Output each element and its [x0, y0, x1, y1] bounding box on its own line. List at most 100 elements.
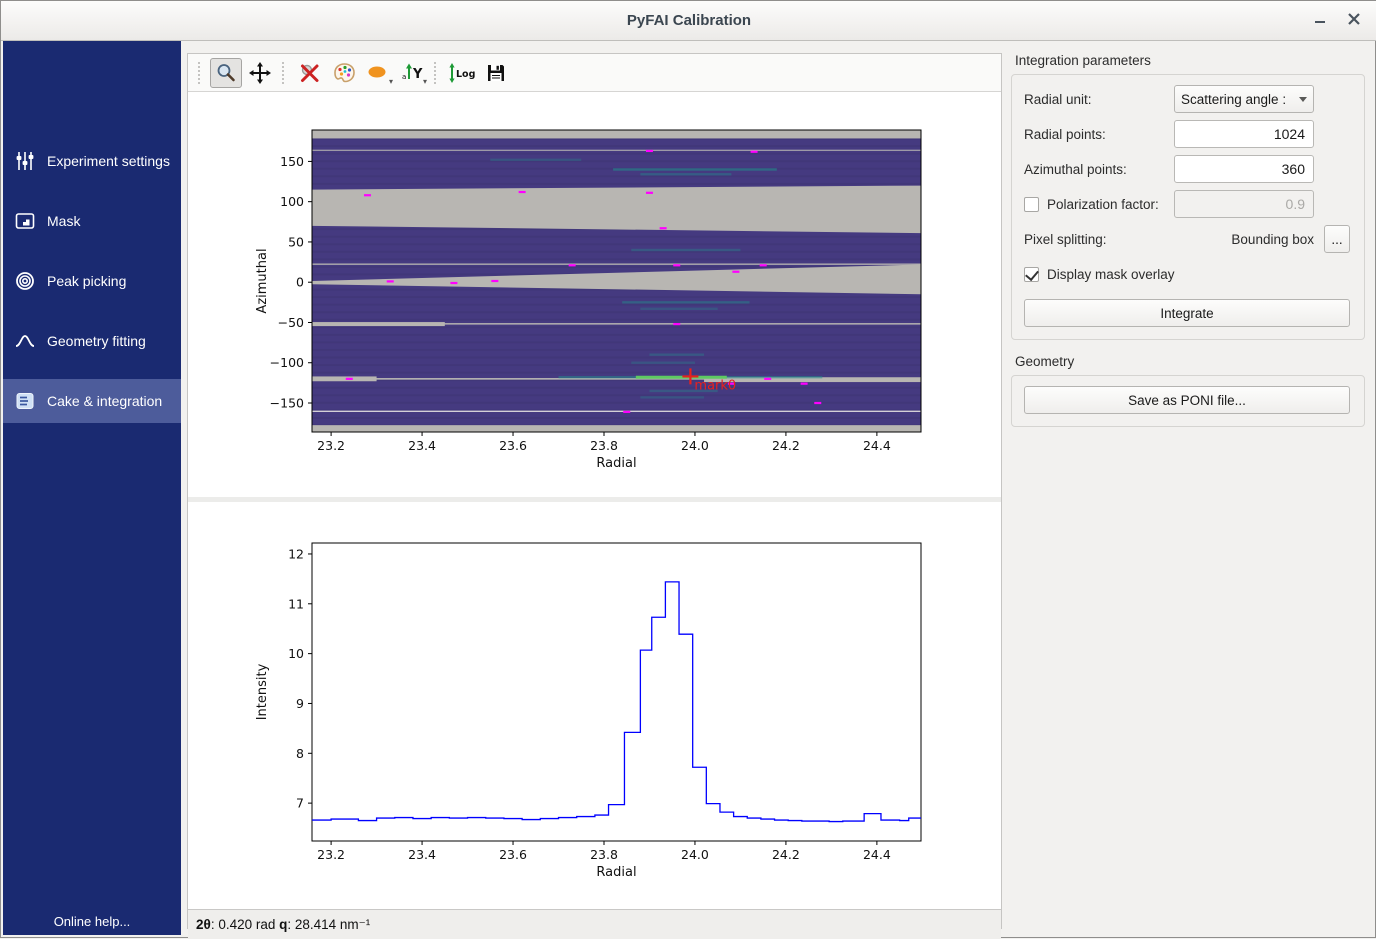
toolbar-separator: [282, 62, 287, 84]
azimuthal-points-input[interactable]: [1174, 155, 1314, 183]
azimuthal-points-label: Azimuthal points:: [1024, 162, 1174, 177]
log-scale-button[interactable]: Log: [446, 58, 478, 88]
titlebar: PyFAI Calibration: [1, 1, 1376, 41]
sidebar-item-cake-integration[interactable]: Cake & integration: [3, 379, 181, 423]
radial-unit-row: Radial unit: Scattering angle :: [1024, 85, 1350, 113]
dropdown-caret-icon: ▾: [423, 78, 427, 86]
svg-text:Intensity: Intensity: [255, 663, 270, 720]
svg-text:23.4: 23.4: [408, 438, 436, 453]
statusbar: 2θ: 0.420 rad q: 28.414 nm⁻¹: [188, 909, 1001, 939]
svg-text:23.2: 23.2: [317, 438, 345, 453]
radial-points-row: Radial points:: [1024, 120, 1350, 148]
cake-plot[interactable]: mark0 23.2 23.4 23.6 23.8 24.0 24.2 24.4 150 100 5…: [188, 92, 1001, 492]
svg-text:Radial: Radial: [596, 865, 636, 880]
pixel-splitting-row: Pixel splitting: Bounding box ...: [1024, 225, 1350, 253]
palette-icon: [333, 62, 356, 84]
sidebar-item-label: Peak picking: [47, 273, 126, 289]
close-icon: [1348, 13, 1360, 25]
svg-text:100: 100: [280, 194, 304, 209]
chevron-down-icon: [1299, 97, 1307, 102]
integrate-button[interactable]: Integrate: [1024, 299, 1350, 327]
svg-text:9: 9: [296, 696, 304, 711]
sliders-icon: [13, 151, 37, 171]
sidebar-item-label: Experiment settings: [47, 153, 170, 169]
geometry-title: Geometry: [1015, 354, 1365, 369]
svg-text:23.2: 23.2: [317, 847, 345, 862]
svg-text:50: 50: [288, 234, 304, 249]
colormap-button[interactable]: [328, 58, 360, 88]
ellipse-shape-icon: [366, 62, 390, 84]
svg-text:24.4: 24.4: [863, 438, 891, 453]
pan-mode-button[interactable]: [244, 58, 276, 88]
svg-text:12: 12: [288, 546, 304, 561]
magnifier-icon: [215, 62, 237, 84]
radial-points-label: Radial points:: [1024, 127, 1174, 142]
cursor-position-readout: 2θ: 0.420 rad q: 28.414 nm⁻¹: [196, 917, 370, 933]
radial-points-input[interactable]: [1174, 120, 1314, 148]
pixel-splitting-more-button[interactable]: ...: [1324, 225, 1350, 253]
sidebar-item-mask[interactable]: Mask: [3, 199, 181, 243]
radial-unit-combobox[interactable]: Scattering angle :: [1174, 85, 1314, 113]
toolbar-separator: [434, 62, 439, 84]
save-poni-button[interactable]: Save as PONI file...: [1024, 386, 1350, 414]
pixel-splitting-label: Pixel splitting:: [1024, 232, 1231, 247]
azimuthal-points-row: Azimuthal points:: [1024, 155, 1350, 183]
mask-shape-button[interactable]: ▾: [362, 58, 394, 88]
close-button[interactable]: [1341, 9, 1367, 33]
polarization-checkbox[interactable]: [1024, 197, 1039, 212]
zoom-mode-button[interactable]: [210, 58, 242, 88]
svg-text:10: 10: [288, 646, 304, 661]
radial-unit-label: Radial unit:: [1024, 92, 1174, 107]
minimize-button[interactable]: [1307, 9, 1333, 33]
mask-image-icon: [13, 211, 37, 231]
sidebar-item-experiment-settings[interactable]: Experiment settings: [3, 139, 181, 183]
svg-text:−100: −100: [270, 355, 304, 370]
plot-area-panel: ▾ a Y ▾ Log: [187, 41, 1002, 935]
display-mask-overlay-checkbox[interactable]: [1024, 267, 1039, 282]
reset-zoom-button[interactable]: [294, 58, 326, 88]
svg-text:mark0: mark0: [694, 378, 736, 393]
svg-text:23.6: 23.6: [499, 438, 527, 453]
svg-text:24.0: 24.0: [681, 438, 709, 453]
polarization-label: Polarization factor:: [1047, 197, 1174, 212]
pixel-splitting-value: Bounding box: [1231, 232, 1314, 247]
floppy-save-icon: [485, 62, 507, 84]
svg-text:23.8: 23.8: [590, 847, 618, 862]
plots-container: mark023.223.423.623.824.024.224.41501005…: [188, 92, 1001, 909]
zoom-reset-icon: [299, 62, 321, 84]
polarization-input[interactable]: [1174, 190, 1314, 218]
y-axis-icon: a Y: [400, 62, 424, 84]
integration-parameters-group: Radial unit: Scattering angle : Radial p…: [1011, 74, 1365, 340]
geometry-group: Save as PONI file...: [1011, 375, 1365, 427]
save-snapshot-button[interactable]: [480, 58, 512, 88]
svg-text:23.8: 23.8: [590, 438, 618, 453]
online-help-link[interactable]: Online help...: [3, 914, 181, 929]
integrated-plot[interactable]: 23.223.423.623.824.024.224.4789101112Rad…: [188, 502, 1001, 904]
sidebar-item-label: Geometry fitting: [47, 333, 146, 349]
svg-text:0: 0: [296, 275, 304, 290]
pan-arrows-icon: [249, 62, 271, 84]
y-axis-orientation-button[interactable]: a Y ▾: [396, 58, 428, 88]
sidebar: Experiment settings Mask Peak picking Ge…: [3, 41, 181, 935]
sidebar-item-peak-picking[interactable]: Peak picking: [3, 259, 181, 303]
radial-unit-value: Scattering angle :: [1181, 92, 1295, 107]
svg-text:150: 150: [280, 154, 304, 169]
svg-text:Log: Log: [456, 69, 475, 80]
sidebar-item-geometry-fitting[interactable]: Geometry fitting: [3, 319, 181, 363]
svg-text:11: 11: [288, 596, 304, 611]
svg-text:8: 8: [296, 746, 304, 761]
svg-text:23.4: 23.4: [408, 847, 436, 862]
display-mask-overlay-label: Display mask overlay: [1047, 267, 1350, 282]
svg-text:−150: −150: [270, 396, 304, 411]
polarization-row: Polarization factor:: [1024, 190, 1350, 218]
dropdown-caret-icon: ▾: [389, 78, 393, 86]
cake-layers-icon: [13, 391, 37, 411]
geometry-curve-icon: [13, 331, 37, 351]
svg-text:24.2: 24.2: [772, 438, 800, 453]
peak-rings-icon: [13, 271, 37, 291]
svg-text:a: a: [402, 73, 406, 81]
integration-parameters-title: Integration parameters: [1015, 53, 1365, 68]
svg-text:7: 7: [296, 796, 304, 811]
minimize-icon: [1314, 13, 1326, 25]
integration-sidebar: Integration parameters Radial unit: Scat…: [1009, 41, 1373, 935]
